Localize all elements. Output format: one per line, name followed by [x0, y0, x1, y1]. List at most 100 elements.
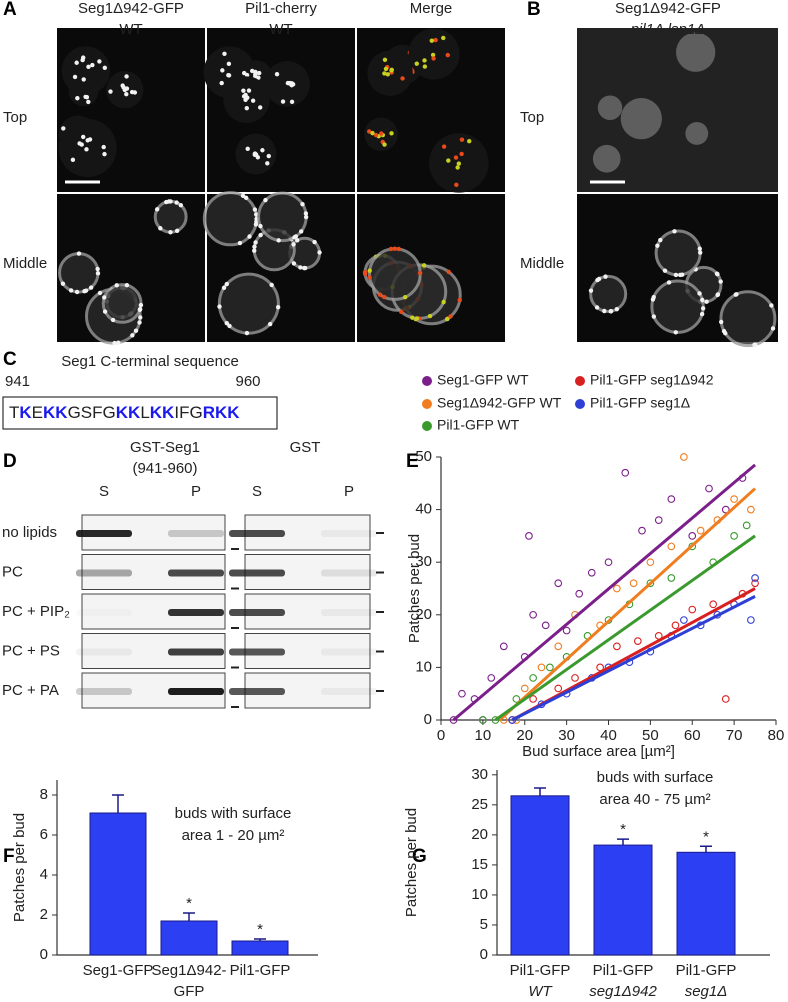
- row-label: no lipids: [2, 524, 57, 541]
- band: [229, 688, 285, 695]
- patch: [651, 314, 657, 319]
- patch: [276, 238, 281, 243]
- x-tick-label: Pil1-GFP: [510, 962, 571, 979]
- patch: [133, 328, 139, 333]
- patch: [222, 51, 227, 56]
- data-point: [742, 521, 751, 530]
- patch: [241, 88, 246, 93]
- patch: [275, 305, 281, 310]
- patch: [655, 243, 660, 248]
- error-bar: [700, 845, 712, 853]
- patch: [608, 308, 614, 314]
- patch: [226, 73, 231, 78]
- x-tick-label: WT: [528, 983, 553, 1000]
- data-point: [562, 626, 571, 635]
- y-tick-label: 4: [40, 866, 48, 883]
- patch: [250, 98, 256, 103]
- x-tick-label: seg1Δ942: [589, 983, 657, 1000]
- band: [76, 648, 132, 656]
- sequence-segment: K: [19, 403, 32, 422]
- patch: [396, 246, 401, 252]
- patch: [243, 195, 249, 201]
- patch: [614, 306, 620, 312]
- patch: [459, 151, 464, 157]
- patch: [81, 77, 86, 82]
- patch: [453, 155, 459, 160]
- patch: [267, 321, 273, 327]
- patch: [74, 289, 80, 295]
- patch: [673, 272, 679, 278]
- data-point: [705, 484, 713, 493]
- patch: [258, 223, 263, 229]
- y-tick-label: 0: [480, 946, 488, 963]
- patch: [244, 105, 249, 111]
- patch: [76, 251, 82, 256]
- data-point: [529, 674, 537, 682]
- panel-letter: A: [3, 0, 17, 20]
- patch: [417, 270, 423, 276]
- row-label: Middle: [520, 255, 564, 272]
- data-point: [730, 495, 738, 503]
- y-tick-label: 5: [480, 916, 488, 933]
- patch: [715, 292, 720, 298]
- patch: [662, 268, 668, 273]
- patch: [274, 72, 280, 77]
- cell: [620, 98, 662, 140]
- data-point: [747, 505, 755, 514]
- patch: [431, 56, 436, 61]
- x-tick-label: seg1Δ: [685, 983, 728, 1000]
- patch: [596, 276, 602, 282]
- patch: [367, 275, 372, 280]
- patch: [382, 71, 387, 76]
- patch: [120, 83, 125, 88]
- patch: [603, 274, 608, 279]
- patch: [410, 315, 415, 320]
- data-point: [491, 716, 500, 724]
- y-axis-label: Patches per bud: [403, 808, 420, 917]
- patch: [130, 333, 135, 338]
- patch: [244, 72, 250, 78]
- sequence-segment: L: [140, 403, 149, 422]
- column-subtitle: pil1Δ lsp1Δ: [630, 21, 706, 38]
- patch: [227, 323, 232, 329]
- patch: [253, 240, 258, 245]
- patch: [102, 65, 108, 71]
- band: [321, 648, 377, 656]
- patch: [459, 137, 465, 142]
- legend-marker: [575, 399, 585, 409]
- patch: [429, 38, 434, 43]
- patch: [769, 303, 774, 308]
- patch: [86, 64, 91, 70]
- patch: [220, 68, 225, 73]
- patch: [257, 105, 263, 110]
- annotation: buds with surface: [597, 769, 714, 786]
- data-point: [537, 663, 546, 672]
- lane-label: S: [252, 483, 262, 500]
- patch: [366, 129, 372, 134]
- band: [321, 569, 377, 577]
- patch: [260, 148, 265, 153]
- data-point: [613, 584, 621, 593]
- row-label: Top: [3, 109, 27, 126]
- data-point: [512, 695, 521, 703]
- patch: [74, 60, 79, 65]
- significance: *: [620, 821, 626, 838]
- patch: [101, 144, 106, 150]
- patch: [132, 90, 138, 95]
- patch: [454, 182, 459, 188]
- panel-letter: F: [3, 846, 15, 867]
- patch: [399, 309, 404, 314]
- data-point: [654, 516, 663, 524]
- patch: [298, 229, 304, 234]
- legend-label: Pil1-GFP WT: [437, 417, 520, 433]
- lane-label: P: [344, 483, 354, 500]
- group-title: (941-960): [132, 460, 197, 477]
- patch: [441, 35, 446, 41]
- patch: [704, 299, 709, 304]
- significance: *: [703, 828, 709, 845]
- patch: [138, 315, 143, 320]
- sequence-segment: KK: [150, 403, 175, 422]
- bar: [593, 844, 653, 956]
- patch: [253, 71, 258, 77]
- patch: [86, 99, 91, 105]
